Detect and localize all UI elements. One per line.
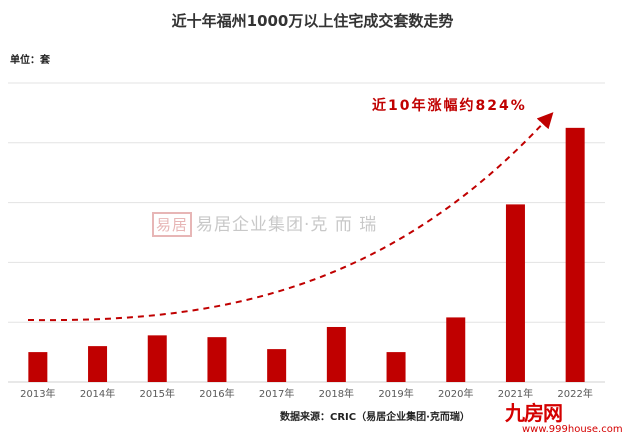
x-tick-label: 2016年	[199, 387, 234, 400]
x-tick-label: 2017年	[259, 387, 294, 400]
watermark-seal: 易居	[152, 212, 193, 237]
site-url: www.999house.com	[522, 424, 623, 435]
x-tick-label: 2019年	[378, 387, 413, 400]
site-logo: 九房网	[505, 401, 563, 425]
bar-2021年	[505, 204, 525, 382]
bar-2019年	[386, 352, 406, 382]
unit-label: 单位：套	[10, 55, 50, 66]
bar-2018年	[326, 326, 346, 382]
watermark-text: 易居企业集团·克 而 瑞	[196, 215, 378, 235]
x-tick-label: 2018年	[319, 387, 354, 400]
watermark: 易居 易居企业集团·克 而 瑞	[152, 210, 377, 237]
bar-2014年	[88, 346, 108, 382]
x-tick-label: 2015年	[140, 387, 175, 400]
x-tick-label: 2014年	[80, 387, 115, 400]
x-tick-label: 2022年	[557, 387, 592, 400]
bar-2020年	[446, 317, 466, 382]
bar-2017年	[267, 349, 287, 382]
growth-annotation: 近10年涨幅约824%	[372, 98, 527, 114]
chart-title: 近十年福州1000万以上住宅成交套数走势	[171, 12, 454, 30]
trend-arrow	[27, 112, 554, 322]
x-tick-label: 2013年	[20, 387, 55, 400]
x-tick-label: 2021年	[498, 387, 533, 400]
x-tick-label: 2020年	[438, 387, 473, 400]
bar-2015年	[147, 335, 167, 382]
bar-2013年	[28, 352, 48, 382]
bar-2022年	[565, 127, 585, 382]
bar-2016年	[207, 337, 227, 382]
data-source: 数据来源：CRIC（易居企业集团·克而瑞）	[280, 412, 470, 423]
